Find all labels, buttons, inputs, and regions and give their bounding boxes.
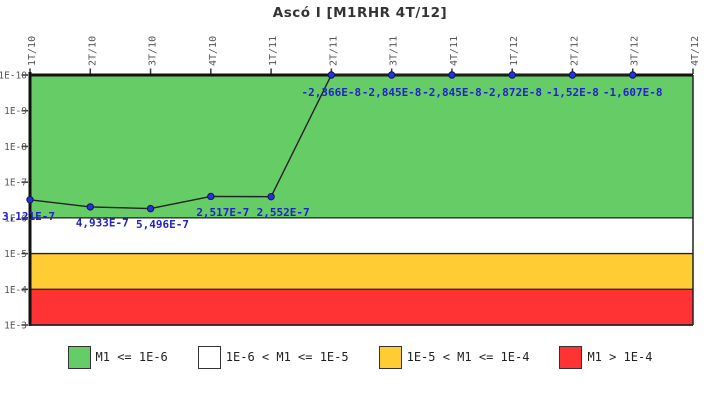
x-tick-label: 2T/10 bbox=[87, 36, 98, 66]
x-tick-label: 3T/10 bbox=[148, 36, 159, 66]
data-point-label: -2,366E-8 bbox=[302, 86, 362, 99]
data-point-marker bbox=[568, 71, 577, 79]
data-point-label: -1,52E-8 bbox=[546, 86, 599, 99]
data-point-marker bbox=[448, 71, 456, 79]
chart-plot-area: 1E-10 1E-9 1E-8 1E-7 1E-6 1E-5 1E-4 1E-3 1T/10 2T… bbox=[0, 36, 701, 332]
data-point-label: -2,845E-8 bbox=[422, 86, 482, 99]
x-tick-label: 1T/12 bbox=[509, 36, 520, 66]
data-point-marker bbox=[629, 71, 637, 79]
x-tick-label: 4T/11 bbox=[449, 36, 460, 66]
legend-label: 1E-6 < M1 <= 1E-5 bbox=[225, 350, 349, 364]
data-point-label: 5,496E-7 bbox=[136, 218, 189, 231]
legend-swatch bbox=[67, 345, 91, 369]
data-point-marker bbox=[508, 71, 516, 79]
legend-item: M1 <= 1E-6 bbox=[67, 345, 168, 369]
threshold-band bbox=[30, 75, 693, 218]
threshold-band bbox=[30, 253, 693, 290]
legend-label: M1 > 1E-4 bbox=[587, 350, 653, 364]
data-point-marker bbox=[86, 203, 94, 211]
y-tick-label: 1E-5 bbox=[4, 249, 27, 260]
data-point-label: 2,517E-7 bbox=[196, 206, 249, 219]
x-tick-label: 4T/10 bbox=[208, 36, 219, 66]
y-tick-label: 1E-4 bbox=[4, 285, 27, 296]
data-point-marker bbox=[267, 192, 275, 201]
data-point-marker bbox=[207, 192, 215, 201]
legend-swatch bbox=[559, 345, 583, 369]
chart-title: Ascó I [M1RHR 4T/12] bbox=[272, 5, 448, 21]
data-point-label: -2,872E-8 bbox=[482, 86, 542, 99]
x-tick-label: 1T/10 bbox=[27, 36, 38, 66]
legend-swatch bbox=[378, 345, 402, 369]
data-point-marker bbox=[327, 71, 336, 79]
threshold-band bbox=[30, 289, 693, 325]
x-tick-label: 2T/12 bbox=[569, 36, 580, 66]
data-point-marker bbox=[146, 204, 155, 213]
data-point-label: -2,845E-8 bbox=[362, 86, 422, 99]
y-tick-label: 1E-3 bbox=[4, 321, 27, 332]
data-point-marker bbox=[387, 71, 396, 79]
x-tick-label: 1T/11 bbox=[268, 36, 279, 66]
x-tick-label: 3T/12 bbox=[630, 36, 641, 66]
legend-item: M1 > 1E-4 bbox=[559, 345, 653, 369]
y-tick-label: 1E-10 bbox=[0, 71, 27, 82]
legend-item: 1E-6 < M1 <= 1E-5 bbox=[197, 345, 349, 369]
legend-item: 1E-5 < M1 <= 1E-4 bbox=[378, 345, 530, 369]
data-point-label: -1,607E-8 bbox=[603, 86, 663, 99]
legend-label: 1E-5 < M1 <= 1E-4 bbox=[406, 350, 530, 364]
threshold-band bbox=[30, 217, 693, 254]
chart-legend: M1 <= 1E-6 1E-6 < M1 <= 1E-5 1E-5 < M1 <= … bbox=[0, 342, 720, 372]
data-point-marker bbox=[26, 196, 34, 204]
x-tick-label: 4T/12 bbox=[690, 36, 701, 66]
legend-label: M1 <= 1E-6 bbox=[95, 350, 168, 364]
y-tick-label: 1E-6 bbox=[4, 213, 27, 224]
x-tick-label: 3T/11 bbox=[389, 36, 400, 66]
y-tick-label: 1E-7 bbox=[4, 178, 27, 189]
data-point-label: 4,933E-7 bbox=[76, 216, 129, 229]
legend-swatch bbox=[197, 345, 221, 369]
y-tick-label: 1E-8 bbox=[4, 142, 27, 153]
data-point-label: 2,552E-7 bbox=[257, 206, 310, 219]
data-point-label: 3,121E-7 bbox=[2, 210, 55, 223]
y-tick-label: 1E-9 bbox=[4, 106, 27, 117]
x-tick-label: 2T/11 bbox=[328, 36, 339, 66]
